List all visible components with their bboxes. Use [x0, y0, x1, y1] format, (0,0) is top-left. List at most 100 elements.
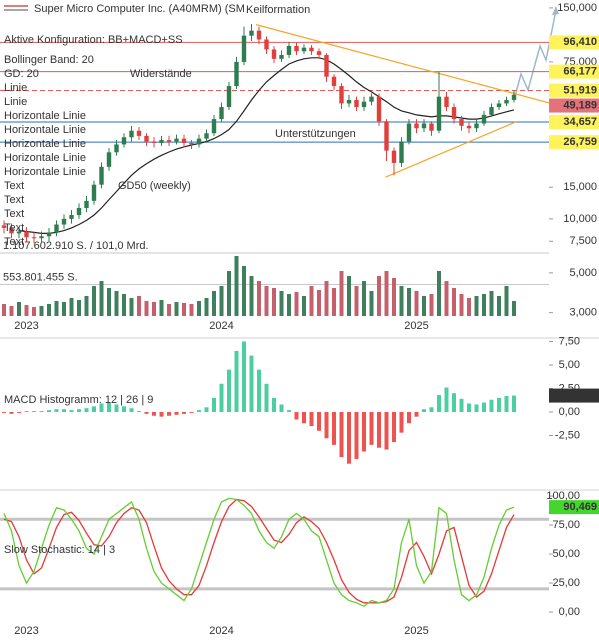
- volume-bar: [92, 286, 96, 316]
- histogram-bar: [159, 411, 164, 417]
- volume-bar: [24, 305, 29, 316]
- candle-body: [384, 121, 389, 151]
- volume-bar: [512, 300, 516, 316]
- volume-bar: [264, 286, 269, 316]
- histogram-bar: [182, 411, 186, 414]
- candle-body: [309, 47, 314, 52]
- x-tick-label: 2024: [209, 625, 233, 637]
- volume-bar: [384, 271, 389, 316]
- y-tick-label: 10,000: [563, 213, 597, 225]
- volume-bar: [47, 303, 51, 316]
- candle-body: [204, 133, 209, 139]
- histogram-bar: [144, 411, 149, 414]
- volume-bar: [339, 271, 344, 316]
- histogram-bar: [392, 411, 396, 443]
- volume-bar: [174, 302, 179, 316]
- histogram-bar: [39, 411, 44, 412]
- volume-bar: [437, 271, 441, 316]
- annotation: Unterstützungen: [275, 128, 356, 140]
- legend-item: Text: [4, 208, 24, 220]
- value-box-label: 49,189: [563, 99, 597, 111]
- volume-bar: [137, 295, 141, 316]
- volume-bar: [459, 293, 464, 316]
- histogram-bar: [272, 397, 276, 412]
- histogram-bar: [324, 411, 329, 439]
- histogram-bar: [474, 404, 479, 412]
- candle-body: [106, 152, 112, 167]
- histogram-bar: [369, 411, 374, 445]
- volume-bar: [287, 293, 291, 316]
- volume-bar: [474, 295, 479, 316]
- volume-bar: [99, 281, 104, 316]
- histogram-bar: [2, 411, 6, 413]
- candle-body: [91, 184, 97, 201]
- histogram-bar: [467, 403, 471, 412]
- candle-body: [264, 39, 269, 50]
- histogram-bar: [114, 404, 119, 412]
- candle-body: [144, 135, 149, 142]
- histogram-bar: [489, 399, 494, 412]
- candle-body: [331, 76, 337, 87]
- candle-body: [249, 30, 254, 36]
- value-box: [549, 500, 599, 515]
- volume-bar: [347, 276, 351, 316]
- histogram-bar: [137, 411, 141, 412]
- config-label: Aktive Konfiguration: BB+MACD+SS: [4, 34, 183, 46]
- candle-body: [391, 150, 397, 163]
- histogram-bar: [444, 387, 449, 412]
- candle-body: [511, 94, 517, 100]
- x-tick-label: 2024: [209, 320, 233, 332]
- value-box: [549, 115, 599, 130]
- volume-bar: [152, 302, 156, 316]
- indicator-label: MACD Histogramm: 12 | 26 | 9: [4, 394, 153, 406]
- volume-bar: [369, 290, 374, 316]
- moving-average-line: [18, 57, 515, 234]
- volume-bar: [407, 288, 411, 316]
- legend-item: Text: [4, 236, 24, 248]
- x-tick-label: 2025: [404, 625, 428, 637]
- value-box-label: 34,657: [563, 116, 597, 128]
- candle-body: [466, 125, 472, 129]
- histogram-bar: [482, 402, 486, 412]
- volume-bar: [362, 281, 366, 316]
- candle-body: [481, 114, 487, 124]
- volume-bar: [489, 290, 494, 316]
- config-label: Bollinger Band: 20: [4, 54, 94, 66]
- y-tick-label: -2,50: [555, 429, 580, 441]
- histogram-bar: [122, 406, 126, 412]
- candle-body: [61, 218, 67, 225]
- legend-item: Horizontale Linie: [4, 166, 86, 178]
- histogram-bar: [347, 411, 351, 464]
- moving-average-label: GD50 (weekly): [118, 180, 191, 192]
- candle-body: [241, 35, 247, 62]
- candle-body: [459, 119, 464, 126]
- volume-bar: [62, 302, 66, 316]
- volume-bar: [302, 295, 306, 316]
- legend-item: Horizontale Linie: [4, 138, 86, 150]
- candle-body: [114, 144, 119, 153]
- histogram-bar: [204, 407, 209, 412]
- candle-body: [159, 140, 164, 143]
- candle-body: [436, 96, 442, 131]
- volume-bar: [84, 295, 89, 316]
- histogram-bar: [219, 383, 224, 412]
- histogram-bar: [174, 411, 179, 415]
- value-box-label: 26,759: [563, 136, 597, 148]
- volume-bar: [452, 288, 456, 316]
- histogram-bar: [242, 341, 246, 412]
- legend-item: Text: [4, 222, 24, 234]
- volume-bar: [257, 281, 261, 316]
- candle-body: [489, 107, 494, 115]
- volume-bar: [32, 307, 36, 316]
- histogram-bar: [152, 411, 156, 416]
- candle-body: [129, 130, 134, 138]
- candle-body: [84, 200, 89, 208]
- volume-bar: [17, 302, 21, 316]
- y-tick-label: 5,000: [569, 267, 597, 279]
- value-box: [549, 35, 599, 50]
- histogram-bar: [234, 350, 239, 412]
- legend-item: Horizontale Linie: [4, 124, 86, 136]
- annotation: Widerstände: [130, 68, 192, 80]
- volume-bar: [429, 293, 434, 316]
- histogram-bar: [407, 411, 411, 424]
